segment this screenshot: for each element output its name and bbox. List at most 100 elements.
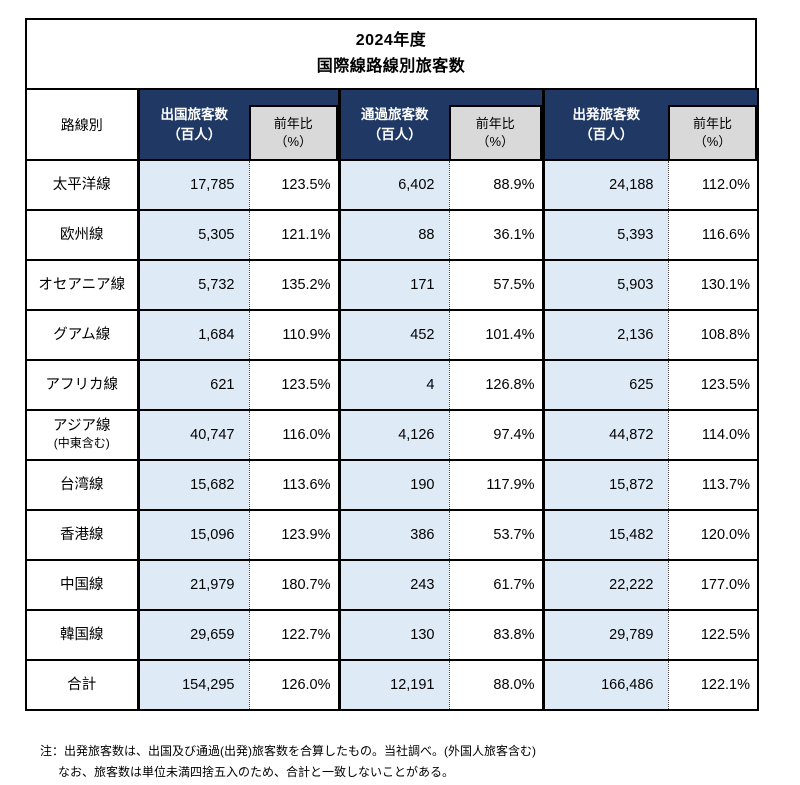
value-cell: 5,903 [541,259,669,311]
route-cell: グアム線 [26,309,140,361]
table-row-europe: 欧州線 5,305 121.1% 88 36.1% 5,393 116.6% [26,209,758,261]
value-cell: 15,482 [541,509,669,561]
pct-cell: 135.2% [249,259,339,311]
pct-cell: 110.9% [249,309,339,361]
route-cell: 韓国線 [26,609,140,661]
table-row-guam: グアム線 1,684 110.9% 452 101.4% 2,136 108.8… [26,309,758,361]
value-cell: 190 [337,459,450,511]
pct-cell: 88.9% [449,159,543,211]
pct-cell: 116.6% [668,209,758,261]
pct-cell: 101.4% [449,309,543,361]
value-cell: 15,096 [138,509,250,561]
header-row: 路線別 出国旅客数 （百人） 前年比 （%） 通過旅客数 （百人） [26,88,758,161]
pct-cell: 113.6% [249,459,339,511]
value-cell: 4,126 [337,409,450,461]
pct-cell: 116.0% [249,409,339,461]
pct-cell: 117.9% [449,459,543,511]
column-header-transit-yoy: 前年比 （%） [449,88,543,161]
report-container: 2024年度 国際線路線別旅客数 路線別 出国旅客数 （百人） 前年比 （%） [25,18,759,783]
pct-cell: 126.8% [449,359,543,411]
value-cell: 243 [337,559,450,611]
table-row-pacific: 太平洋線 17,785 123.5% 6,402 88.9% 24,188 11… [26,159,758,211]
table-row-total: 合計 154,295 126.0% 12,191 88.0% 166,486 1… [26,659,758,711]
value-cell: 44,872 [541,409,669,461]
pct-cell: 97.4% [449,409,543,461]
column-header-route: 路線別 [26,88,140,161]
table-row-taiwan: 台湾線 15,682 113.6% 190 117.9% 15,872 113.… [26,459,758,511]
pct-cell: 180.7% [249,559,339,611]
title-line-2: 国際線路線別旅客数 [316,58,466,75]
value-cell: 17,785 [138,159,250,211]
pct-cell: 57.5% [449,259,543,311]
footnote-line-1: 注：出発旅客数は、出国及び通過(出発)旅客数を合算したもの。当社調べ。(外国人旅… [40,744,536,758]
report-title: 2024年度 国際線路線別旅客数 [25,18,757,88]
pct-cell: 36.1% [449,209,543,261]
value-cell: 625 [541,359,669,411]
column-header-transit-count: 通過旅客数 （百人） [337,88,449,161]
table-row-asia: アジア線 (中東含む) 40,747 116.0% 4,126 97.4% 44,… [26,409,758,461]
route-cell: 香港線 [26,509,140,561]
value-cell: 24,188 [541,159,669,211]
value-cell: 29,789 [541,609,669,661]
value-cell: 5,305 [138,209,250,261]
value-cell: 171 [337,259,450,311]
pct-cell: 53.7% [449,509,543,561]
value-cell: 15,872 [541,459,669,511]
value-cell: 166,486 [541,659,669,711]
value-cell: 22,222 [541,559,669,611]
pct-cell: 88.0% [449,659,543,711]
table-row-africa: アフリカ線 621 123.5% 4 126.8% 625 123.5% [26,359,758,411]
pct-cell: 122.5% [668,609,758,661]
column-header-total-departure-yoy: 前年比 （%） [668,88,758,161]
value-cell: 29,659 [138,609,250,661]
pct-cell: 126.0% [249,659,339,711]
value-cell: 154,295 [138,659,250,711]
value-cell: 12,191 [337,659,450,711]
route-cell: 台湾線 [26,459,140,511]
passenger-table: 路線別 出国旅客数 （百人） 前年比 （%） 通過旅客数 （百人） [25,88,759,711]
value-cell: 5,732 [138,259,250,311]
pct-cell: 83.8% [449,609,543,661]
route-cell: 中国線 [26,559,140,611]
value-cell: 130 [337,609,450,661]
route-cell: アジア線 (中東含む) [26,409,140,461]
value-cell: 1,684 [138,309,250,361]
pct-cell: 114.0% [668,409,758,461]
footnote: 注：出発旅客数は、出国及び通過(出発)旅客数を合算したもの。当社調べ。(外国人旅… [40,741,757,783]
value-cell: 4 [337,359,450,411]
pct-cell: 123.5% [249,159,339,211]
route-cell: アフリカ線 [26,359,140,411]
value-cell: 5,393 [541,209,669,261]
column-header-departure-count: 出国旅客数 （百人） [138,88,249,161]
total-label-cell: 合計 [26,659,140,711]
pct-cell: 130.1% [668,259,758,311]
footnote-line-2: なお、旅客数は単位未満四捨五入のため、合計と一致しないことがある。 [58,765,455,779]
route-cell: オセアニア線 [26,259,140,311]
value-cell: 386 [337,509,450,561]
route-cell: 太平洋線 [26,159,140,211]
pct-cell: 123.9% [249,509,339,561]
pct-cell: 112.0% [668,159,758,211]
pct-cell: 122.7% [249,609,339,661]
table-row-china: 中国線 21,979 180.7% 243 61.7% 22,222 177.0… [26,559,758,611]
pct-cell: 113.7% [668,459,758,511]
pct-cell: 123.5% [668,359,758,411]
pct-cell: 122.1% [668,659,758,711]
value-cell: 6,402 [337,159,450,211]
table-row-hongkong: 香港線 15,096 123.9% 386 53.7% 15,482 120.0… [26,509,758,561]
value-cell: 21,979 [138,559,250,611]
table-row-oceania: オセアニア線 5,732 135.2% 171 57.5% 5,903 130.… [26,259,758,311]
value-cell: 40,747 [138,409,250,461]
value-cell: 621 [138,359,250,411]
pct-cell: 177.0% [668,559,758,611]
value-cell: 452 [337,309,450,361]
pct-cell: 61.7% [449,559,543,611]
value-cell: 88 [337,209,450,261]
column-header-total-departure-count: 出発旅客数 （百人） [541,88,668,161]
pct-cell: 120.0% [668,509,758,561]
column-header-departure-yoy: 前年比 （%） [249,88,339,161]
pct-cell: 108.8% [668,309,758,361]
value-cell: 2,136 [541,309,669,361]
title-line-1: 2024年度 [355,32,427,49]
